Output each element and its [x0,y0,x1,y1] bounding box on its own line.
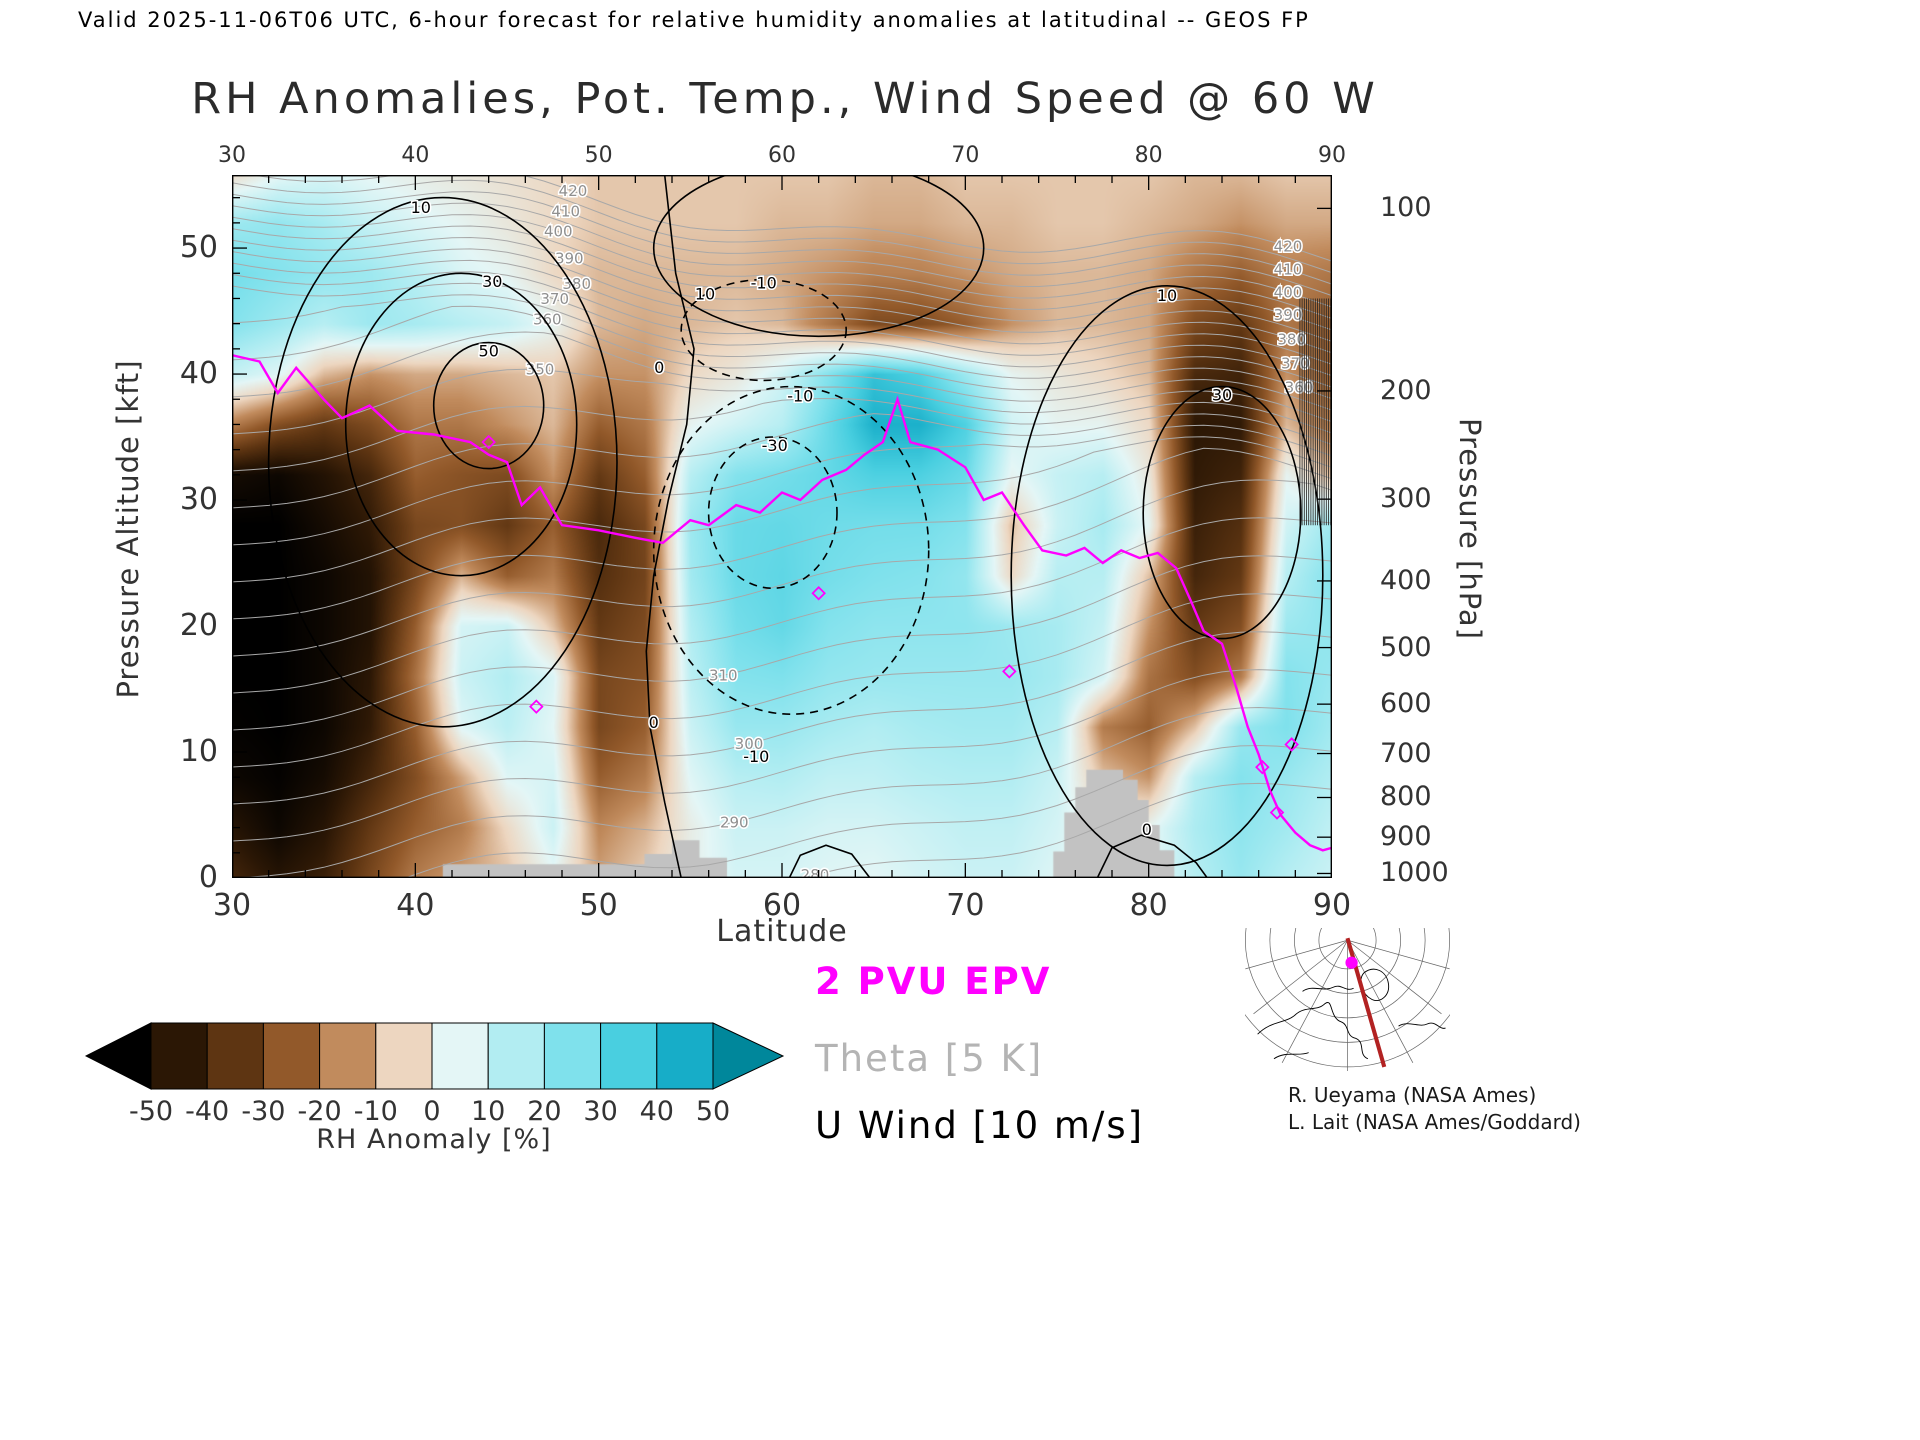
svg-text:-30: -30 [762,436,788,455]
credit-line-2: L. Lait (NASA Ames/Goddard) [1288,1110,1581,1134]
svg-text:10: 10 [695,285,715,304]
x-axis-top-tick-label: 30 [218,143,246,168]
x-axis-top-tick-label: 60 [768,143,796,168]
colorbar-tick-label: 10 [471,1096,506,1127]
x-axis-tick-label: 60 [762,888,802,923]
colorbar-tick-label: 50 [695,1096,731,1127]
y-right-tick-label: 400 [1380,564,1432,596]
legend-u-wind: U Wind [10 m/s] [815,1104,1145,1147]
colorbar-tick-label: -20 [297,1096,342,1127]
x-axis-top-tick-label: 50 [584,143,613,168]
svg-text:370: 370 [1281,354,1310,372]
svg-text:-10: -10 [787,387,813,406]
inset-coastlines [1257,968,1446,1060]
y-left-tick-label: 40 [179,356,218,392]
colorbar-tick-label: 30 [583,1096,618,1127]
x-axis-top-tick-label: 70 [951,143,980,168]
y-left-tick-label: 10 [179,734,218,769]
y-right-tick-label: 800 [1380,781,1432,813]
legend: 2 PVU EPV Theta [5 K] U Wind [10 m/s] [815,960,1144,1147]
inset-graticule [1245,928,1450,1071]
credit-line-1: R. Ueyama (NASA Ames) [1288,1083,1537,1107]
svg-text:400: 400 [544,223,573,241]
y-right-tick-label: 300 [1380,483,1432,515]
svg-text:10: 10 [411,198,431,217]
svg-text:370: 370 [540,290,569,308]
x-axis-top-tick-label: 90 [1318,143,1346,168]
svg-text:310: 310 [709,666,738,684]
svg-text:0: 0 [1142,820,1152,839]
y-left-tick-label: 0 [198,860,218,895]
svg-text:50: 50 [479,341,499,360]
svg-text:30: 30 [482,272,502,291]
colorbar-tick-label: -40 [185,1096,230,1127]
svg-text:0: 0 [649,713,659,732]
colorbar-tick-label: 20 [527,1096,562,1127]
y-right-tick-label: 200 [1380,374,1432,406]
x-axis-tick-label: 90 [1312,888,1352,923]
y-right-tick-label: 700 [1380,737,1432,769]
svg-text:420: 420 [1274,238,1303,256]
y-right-tick-label: 900 [1380,821,1432,853]
y-left-axis-title: Pressure Altitude [kft] [111,359,145,699]
svg-text:-10: -10 [751,273,777,292]
y-right-tick-label: 600 [1380,688,1432,720]
valid-time-header: Valid 2025-11-06T06 UTC, 6-hour forecast… [78,8,1310,32]
svg-text:350: 350 [526,361,555,379]
svg-text:300: 300 [735,735,764,753]
svg-text:30: 30 [1212,386,1232,405]
y-left-tick-label: 50 [179,230,218,266]
svg-text:390: 390 [555,250,584,268]
x-axis-top-tick-label: 80 [1134,143,1163,168]
svg-text:-10: -10 [743,747,769,766]
y-left-tick-label: 20 [179,608,218,644]
x-axis-tick-label: 70 [946,888,985,923]
legend-theta: Theta [5 K] [815,1037,1044,1080]
credits: R. Ueyama (NASA Ames) L. Lait (NASA Ames… [1288,1082,1581,1136]
y-left-tick-label: 30 [179,482,218,518]
svg-text:420: 420 [559,182,588,200]
svg-text:410: 410 [551,202,580,220]
svg-text:280: 280 [801,866,830,878]
svg-text:0: 0 [654,358,664,377]
colorbar-tick-label: 0 [423,1096,441,1127]
x-axis-tick-label: 50 [579,888,618,923]
inset-location-dot [1345,956,1358,969]
y-right-tick-label: 100 [1380,192,1432,224]
svg-text:290: 290 [720,813,749,831]
colorbar-tick-label: -10 [353,1096,398,1127]
svg-text:400: 400 [1274,283,1303,301]
svg-text:390: 390 [1274,306,1303,324]
colorbar [85,1022,785,1090]
x-axis-top-tick-label: 40 [401,143,430,168]
svg-text:410: 410 [1274,260,1303,278]
chart-title: RH Anomalies, Pot. Temp., Wind Speed @ 6… [191,74,1379,124]
colorbar-label: RH Anomaly [%] [316,1124,552,1155]
x-axis-tick-label: 80 [1129,888,1168,923]
contour-overlay: 4204104003903803703603503103002902804204… [232,175,1332,878]
x-axis-tick-label: 30 [212,888,252,923]
y-right-tick-label: 500 [1380,631,1432,663]
svg-text:360: 360 [533,311,562,329]
colorbar-tick-label: 40 [639,1096,674,1127]
y-right-axis-title: Pressure [hPa] [1453,417,1487,640]
colorbar-tick-label: -50 [128,1096,174,1127]
x-axis-tick-label: 40 [396,888,435,923]
colorbar-tick-label: -30 [241,1096,286,1127]
legend-2pvu-epv: 2 PVU EPV [815,960,1052,1003]
y-right-tick-label: 1000 [1380,857,1449,889]
plot-area: 420 410 400 390 380 370 360 350 310 300 290 280 420 4… [232,175,1332,878]
x-axis-title: Latitude [716,914,848,949]
svg-text:10: 10 [1157,286,1177,305]
location-inset-map [1245,928,1450,1071]
